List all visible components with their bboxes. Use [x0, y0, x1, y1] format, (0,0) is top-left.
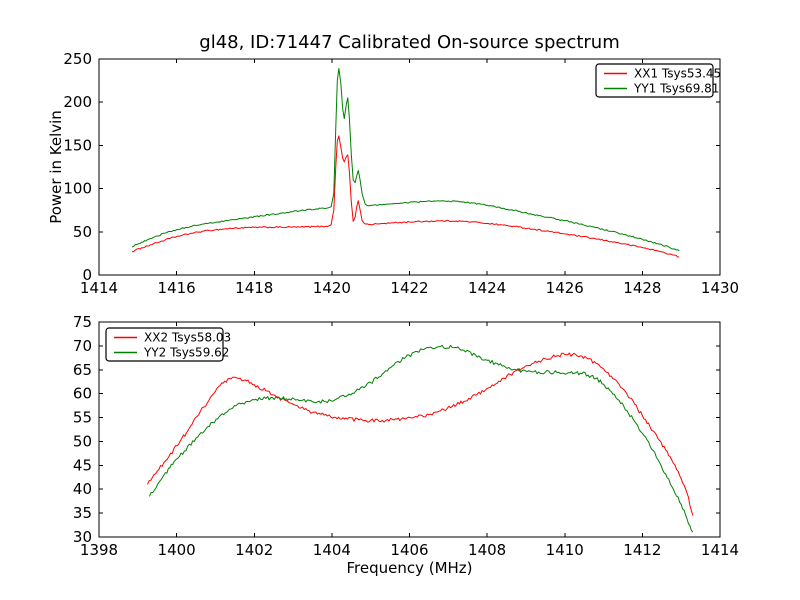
y-tick-label: 0 [82, 266, 92, 284]
y-tick-label: 45 [73, 456, 92, 474]
series-line-YY1 [131, 68, 680, 252]
x-tick-label: 1414 [80, 279, 118, 297]
x-tick-label: 1408 [468, 541, 506, 559]
y-tick-label: 250 [63, 50, 92, 68]
x-tick-label: 1426 [546, 279, 584, 297]
legend-label: YY1 Tsys69.81 [633, 82, 719, 96]
x-tick-label: 1428 [623, 279, 661, 297]
x-tick-label: 1400 [158, 541, 196, 559]
x-tick-label: 1404 [313, 541, 351, 559]
x-tick-label: 1418 [235, 279, 273, 297]
x-axis-label-frequency: Frequency (MHz) [346, 559, 473, 577]
plot-area [98, 58, 721, 276]
x-tick-label: 1424 [468, 279, 506, 297]
y-tick-label: 50 [73, 432, 92, 450]
x-tick-label: 1416 [158, 279, 196, 297]
y-tick-label: 100 [63, 180, 92, 198]
x-tick-label: 1410 [546, 541, 584, 559]
y-tick-label: 75 [73, 313, 92, 331]
plot-area [98, 321, 721, 538]
y-tick-label: 50 [73, 223, 92, 241]
legend-label: YY2 Tsys59.62 [143, 346, 229, 360]
x-tick-label: 1402 [235, 541, 273, 559]
y-tick-label: 150 [63, 136, 92, 154]
chart-title: gl48, ID:71447 Calibrated On-source spec… [199, 32, 620, 53]
legend-label: XX1 Tsys53.45 [634, 67, 721, 81]
x-tick-label: 1398 [80, 541, 118, 559]
y-tick-label: 30 [73, 528, 92, 546]
y-axis-label-power: Power in Kelvin [47, 110, 65, 224]
y-tick-label: 60 [73, 385, 92, 403]
series-line-YY2 [148, 344, 694, 533]
x-tick-label: 1430 [701, 279, 739, 297]
y-tick-label: 65 [73, 361, 92, 379]
y-tick-label: 55 [73, 409, 92, 427]
y-tick-label: 35 [73, 504, 92, 522]
x-tick-label: 1420 [313, 279, 351, 297]
series-line-XX2 [147, 352, 694, 516]
series-line-XX1 [131, 135, 680, 258]
legend-label: XX2 Tsys58.03 [144, 331, 231, 345]
x-tick-label: 1412 [623, 541, 661, 559]
x-tick-label: 1422 [390, 279, 428, 297]
y-tick-label: 200 [63, 93, 92, 111]
y-tick-label: 40 [73, 480, 92, 498]
y-tick-label: 70 [73, 337, 92, 355]
x-tick-label: 1414 [701, 541, 739, 559]
x-tick-label: 1406 [390, 541, 428, 559]
